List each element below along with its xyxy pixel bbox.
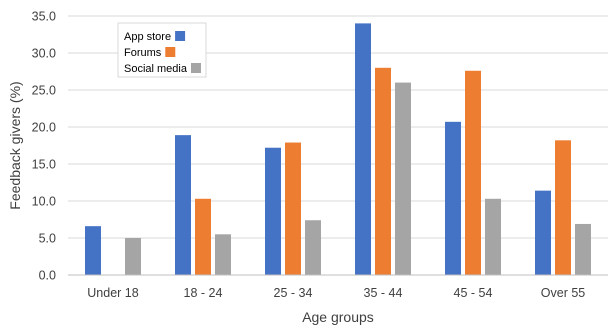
x-tick-label: 45 - 54 xyxy=(454,286,493,300)
bar-social-media xyxy=(215,234,231,275)
bar-app-store xyxy=(85,226,101,275)
bars xyxy=(85,23,591,276)
y-tick-label: 0.0 xyxy=(39,269,56,283)
legend-swatch xyxy=(175,31,186,41)
x-tick-label: Over 55 xyxy=(541,286,586,300)
x-tick-label: Under 18 xyxy=(87,286,138,300)
x-tick-label: 18 - 24 xyxy=(184,286,223,300)
legend-label: App store xyxy=(124,31,171,43)
bar-forums xyxy=(375,67,391,275)
bar-social-media xyxy=(305,220,321,275)
legend-label: Social media xyxy=(124,63,188,75)
bar-app-store xyxy=(445,121,461,275)
y-tick-label: 5.0 xyxy=(39,232,56,246)
y-axis-title: Feedback givers (%) xyxy=(7,81,23,209)
bar-forums xyxy=(195,198,211,275)
bar-forums xyxy=(555,140,571,275)
y-tick-label: 25.0 xyxy=(32,84,56,98)
bar-app-store xyxy=(175,135,191,275)
bar-social-media xyxy=(125,238,141,275)
bar-social-media xyxy=(575,223,591,275)
legend-swatch xyxy=(190,63,201,73)
y-tick-label: 30.0 xyxy=(32,47,56,61)
bar-social-media xyxy=(395,82,411,275)
bar-forums xyxy=(465,70,481,275)
bar-app-store xyxy=(355,23,371,276)
bar-app-store xyxy=(535,190,551,275)
legend: App store Forums Social media xyxy=(117,22,207,78)
x-axis-title: Age groups xyxy=(302,309,374,325)
y-tick-label: 20.0 xyxy=(32,121,56,135)
x-axis-ticks: Under 18 18 - 24 25 - 34 35 - 44 45 - 54 Over… xyxy=(87,286,585,300)
bar-app-store xyxy=(265,147,281,275)
x-tick-label: 35 - 44 xyxy=(364,286,403,300)
legend-label: Forums xyxy=(124,47,162,59)
bar-forums xyxy=(285,142,301,275)
y-tick-label: 35.0 xyxy=(32,10,56,24)
legend-swatch xyxy=(165,47,176,57)
y-tick-label: 15.0 xyxy=(32,158,56,172)
y-axis-ticks: 0.0 5.0 10.0 15.0 20.0 25.0 30.0 35.0 xyxy=(32,10,56,283)
x-tick-label: 25 - 34 xyxy=(274,286,313,300)
bar-social-media xyxy=(485,198,501,275)
y-tick-label: 10.0 xyxy=(32,195,56,209)
